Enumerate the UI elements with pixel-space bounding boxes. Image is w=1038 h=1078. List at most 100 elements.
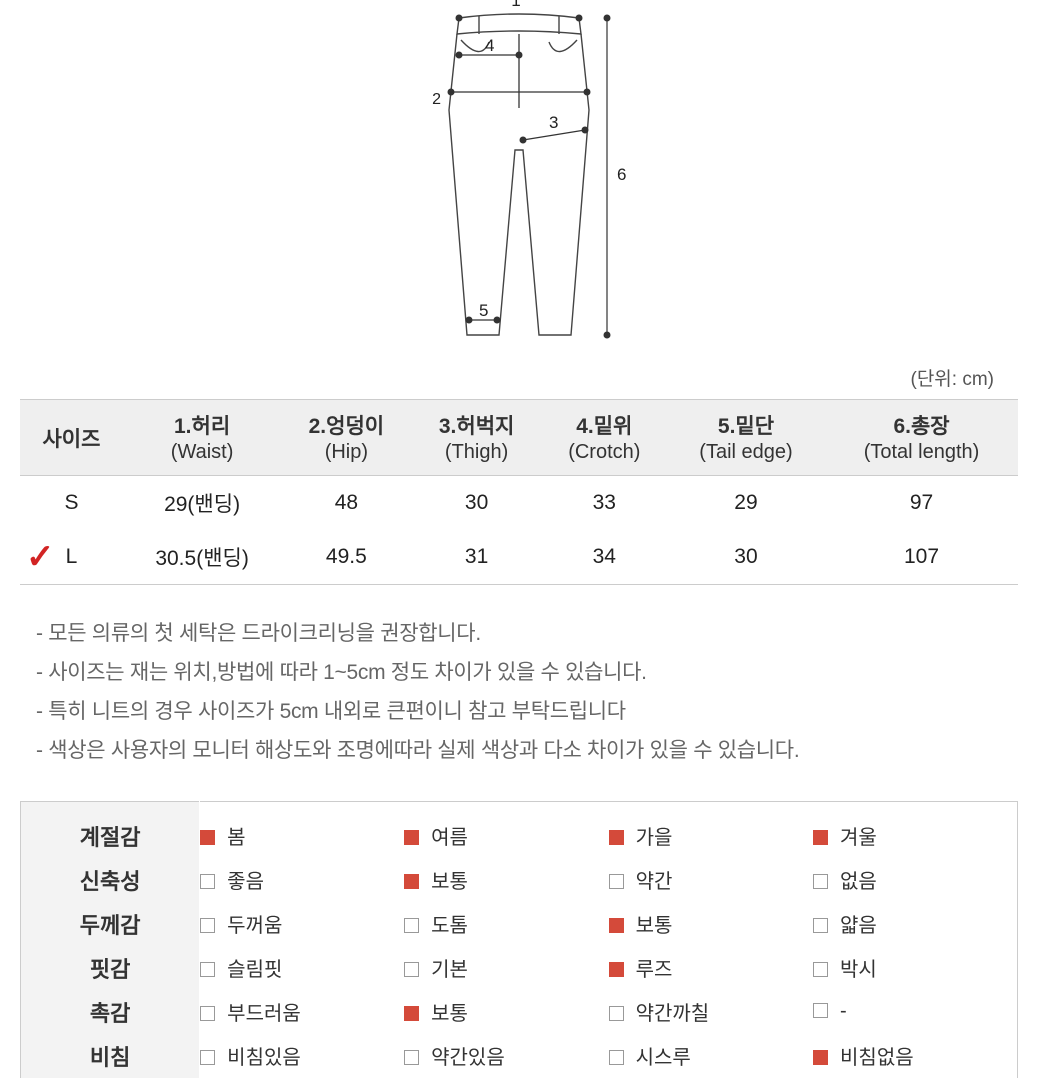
checkbox-filled-icon: [404, 874, 419, 889]
attr-option-text: 겨울: [840, 827, 877, 849]
size-cell: 107: [825, 530, 1018, 585]
attr-option-text: 약간있음: [431, 1047, 505, 1069]
size-cell: 29: [667, 476, 825, 531]
attr-option: 비침없음: [813, 1034, 1017, 1078]
checkbox-empty-icon: [609, 874, 624, 889]
checkbox-empty-icon: [404, 962, 419, 977]
attr-label: 두께감: [21, 902, 200, 946]
diagram-label-3: 3: [549, 113, 558, 132]
attr-option-text: 두꺼움: [227, 915, 282, 937]
attr-row: 비침 비침있음 약간있음 시스루 비침없음: [21, 1034, 1018, 1078]
attr-option-text: 여름: [431, 827, 468, 849]
checkbox-empty-icon: [404, 918, 419, 933]
checkbox-empty-icon: [813, 1003, 828, 1018]
attr-option-text: 가을: [636, 827, 673, 849]
attr-row: 계절감봄 여름 가을 겨울: [21, 801, 1018, 858]
size-cell: 48: [281, 476, 411, 531]
attr-option-text: 비침없음: [840, 1047, 914, 1069]
attr-row: 신축성좋음보통약간없음: [21, 858, 1018, 902]
diagram-label-1: 1: [511, 0, 520, 10]
table-row: ✓L30.5(밴딩)49.5313430107: [20, 530, 1018, 585]
attr-option: 부드러움: [200, 990, 404, 1034]
attr-row: 두께감 두꺼움 도톰 보통 얇음: [21, 902, 1018, 946]
size-col-main: 3.허벅지: [439, 415, 514, 438]
attr-label: 신축성: [21, 858, 200, 902]
size-col-1: 1.허리(Waist): [123, 400, 281, 476]
attr-option: 약간있음: [404, 1034, 608, 1078]
attr-option: 없음: [813, 858, 1017, 902]
attr-option: 기본: [404, 946, 608, 990]
attr-option-text: 보통: [636, 915, 673, 937]
diagram-label-4: 4: [485, 36, 494, 55]
checkbox-empty-icon: [609, 1050, 624, 1065]
note-line: - 모든 의류의 첫 세탁은 드라이크리닝을 권장합니다.: [36, 615, 1010, 654]
attr-label: 비침: [21, 1034, 200, 1078]
attr-option-text: 루즈: [636, 959, 673, 981]
attr-option-text: 박시: [840, 959, 877, 981]
checkbox-filled-icon: [404, 1006, 419, 1021]
size-col-6: 6.총장(Total length): [825, 400, 1018, 476]
checkbox-empty-icon: [200, 962, 215, 977]
checkbox-empty-icon: [813, 918, 828, 933]
checkbox-empty-icon: [404, 1050, 419, 1065]
checkbox-empty-icon: [609, 1006, 624, 1021]
size-col-main: 사이즈: [42, 428, 100, 451]
note-line: - 특히 니트의 경우 사이즈가 5cm 내외로 큰편이니 참고 부탁드립니다: [36, 693, 1010, 732]
attributes-table: 계절감봄여름가을겨울신축성좋음보통약간없음두께감두꺼움도톰보통얇음핏감슬림핏기본…: [20, 801, 1018, 1078]
attr-option: 도톰: [404, 902, 608, 946]
checkbox-filled-icon: [404, 830, 419, 845]
attr-label: 핏감: [21, 946, 200, 990]
size-name: L: [66, 545, 78, 568]
attr-option-text: 약간까칠: [636, 1003, 710, 1025]
attr-option: 얇음: [813, 902, 1017, 946]
checkbox-filled-icon: [609, 830, 624, 845]
attr-option: 겨울: [813, 801, 1017, 858]
size-col-sub: (Crotch): [546, 440, 663, 465]
checkbox-empty-icon: [200, 1050, 215, 1065]
checkbox-filled-icon: [200, 830, 215, 845]
attr-option: 가을: [609, 801, 813, 858]
attr-option: 두꺼움: [200, 902, 404, 946]
size-col-main: 2.엉덩이: [309, 415, 384, 438]
size-cell: 33: [542, 476, 667, 531]
size-col-0: 사이즈: [20, 400, 123, 476]
note-line: - 사이즈는 재는 위치,방법에 따라 1~5cm 정도 차이가 있을 수 있습…: [36, 654, 1010, 693]
attr-option-text: 보통: [431, 871, 468, 893]
size-col-sub: (Total length): [829, 440, 1014, 465]
size-cell: 29(밴딩): [123, 476, 281, 531]
size-col-sub: (Hip): [285, 440, 407, 465]
attr-option-text: 시스루: [636, 1047, 691, 1069]
attr-option: 여름: [404, 801, 608, 858]
attr-option: 좋음: [200, 858, 404, 902]
checkbox-filled-icon: [609, 918, 624, 933]
size-col-4: 4.밑위(Crotch): [542, 400, 667, 476]
attr-option: 약간까칠: [609, 990, 813, 1034]
size-col-sub: (Waist): [127, 440, 277, 465]
attr-option-text: -: [840, 1000, 847, 1022]
attr-option: 보통: [404, 990, 608, 1034]
size-col-5: 5.밑단(Tail edge): [667, 400, 825, 476]
checkbox-empty-icon: [200, 874, 215, 889]
size-col-main: 5.밑단: [718, 415, 774, 438]
size-table: 사이즈1.허리(Waist)2.엉덩이(Hip)3.허벅지(Thigh)4.밑위…: [20, 399, 1018, 585]
size-cell: S: [20, 476, 123, 531]
attr-option: 비침있음: [200, 1034, 404, 1078]
attr-option-text: 얇음: [840, 915, 877, 937]
size-col-3: 3.허벅지(Thigh): [411, 400, 541, 476]
attr-option: 봄: [200, 801, 404, 858]
diagram-label-2: 2: [432, 91, 441, 108]
size-cell: ✓L: [20, 530, 123, 585]
attr-option-text: 없음: [840, 871, 877, 893]
attr-option: 보통: [609, 902, 813, 946]
attr-option-text: 비침있음: [227, 1047, 301, 1069]
checkbox-empty-icon: [813, 874, 828, 889]
size-col-sub: (Tail edge): [671, 440, 821, 465]
attr-option-text: 부드러움: [227, 1003, 301, 1025]
attr-label: 계절감: [21, 801, 200, 858]
attr-option: -: [813, 990, 1017, 1034]
checkbox-filled-icon: [813, 1050, 828, 1065]
size-col-main: 1.허리: [174, 415, 230, 438]
notes-block: - 모든 의류의 첫 세탁은 드라이크리닝을 권장합니다.- 사이즈는 재는 위…: [20, 603, 1018, 794]
size-col-2: 2.엉덩이(Hip): [281, 400, 411, 476]
unit-label: (단위: cm): [20, 360, 1018, 399]
